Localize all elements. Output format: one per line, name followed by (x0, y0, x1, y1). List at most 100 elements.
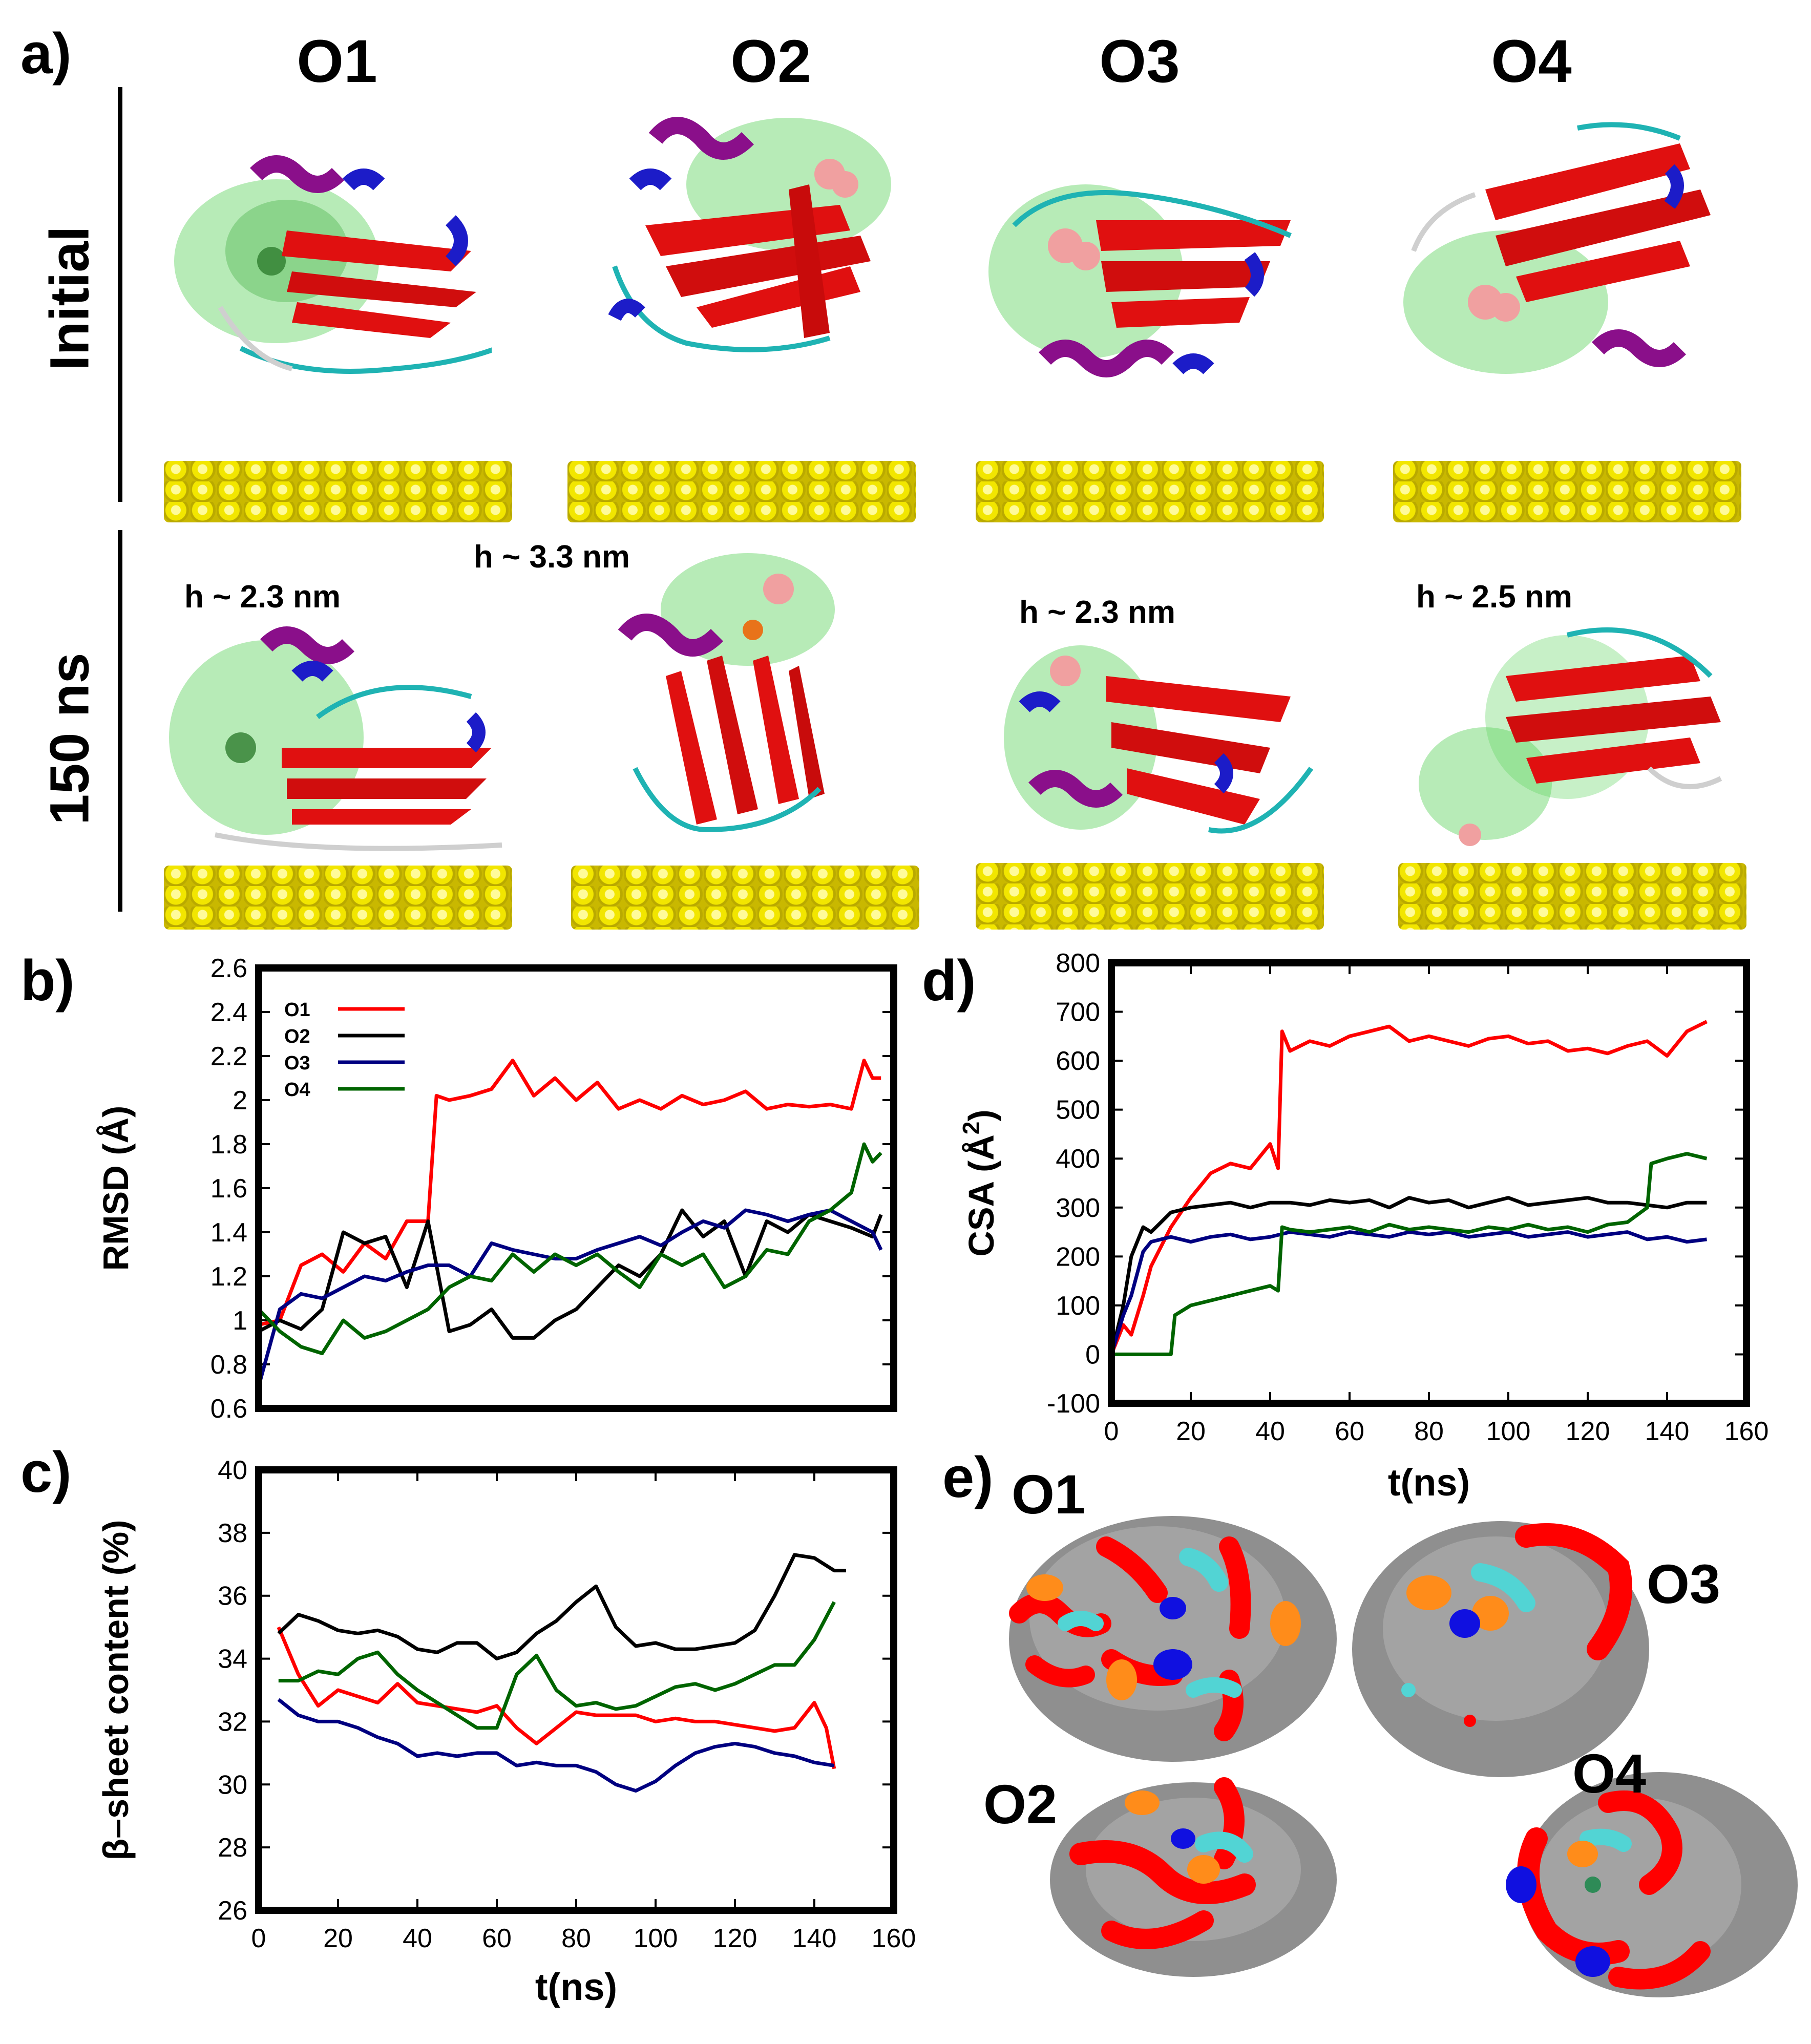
y-tick-label: 800 (1056, 949, 1100, 978)
x-tick-label: 0 (1104, 1417, 1119, 1446)
legend-label-o3: O3 (284, 1052, 310, 1074)
series-line-o3 (1109, 1230, 1707, 1355)
surface-label-o4: O4 (1572, 1742, 1647, 1804)
legend-label-o4: O4 (284, 1079, 310, 1101)
gold-surface-final-o1 (164, 866, 512, 930)
y-tick-label: 1 (233, 1306, 247, 1336)
panel-c-letter: c) (20, 1440, 72, 1504)
row-label-150ns: 150 ns (38, 652, 100, 825)
row-divider-150ns (118, 530, 122, 912)
x-tick-label: 40 (403, 1924, 432, 1953)
x-tick-label: 80 (1414, 1417, 1444, 1446)
height-label-o3: h ~ 2.3 nm (1019, 595, 1175, 630)
row-label-initial: Initial (38, 226, 100, 371)
protein-structure-initial-o4 (1403, 122, 1711, 374)
panel-a-letter: a) (20, 22, 72, 86)
y-tick-label: 2.2 (210, 1042, 247, 1071)
panel-e-letter: e) (942, 1445, 994, 1509)
y-tick-label: 0.8 (210, 1350, 247, 1380)
y-axis-label: CSA (Å2) (958, 1109, 1001, 1256)
x-tick-label: 100 (634, 1924, 678, 1953)
y-tick-label: 500 (1056, 1095, 1100, 1125)
y-tick-label: -100 (1047, 1389, 1100, 1419)
x-tick-label: 120 (713, 1924, 757, 1953)
y-tick-label: 1.4 (210, 1218, 247, 1248)
y-tick-label: 34 (218, 1645, 247, 1674)
legend-label-o1: O1 (284, 999, 310, 1021)
y-tick-label: 0.6 (210, 1394, 247, 1424)
gold-surface-final-o2 (571, 866, 919, 930)
y-tick-label: 32 (218, 1707, 247, 1737)
x-tick-label: 20 (323, 1924, 353, 1953)
plot-frame (1108, 959, 1750, 1407)
height-label-o4: h ~ 2.5 nm (1416, 579, 1572, 615)
y-tick-label: 2.4 (210, 998, 247, 1027)
y-tick-label: 28 (218, 1833, 247, 1863)
series-line-o1 (258, 1059, 881, 1327)
y-tick-label: 600 (1056, 1046, 1100, 1076)
y-axis-label: RMSD (Å) (96, 1106, 136, 1271)
series-line-o1 (277, 1626, 836, 1769)
x-tick-label: 160 (872, 1924, 916, 1953)
x-tick-label: 140 (1645, 1417, 1690, 1446)
x-axis-label: t(ns) (1388, 1461, 1470, 1504)
x-tick-label: 60 (482, 1924, 512, 1953)
panel-d-letter: d) (922, 949, 976, 1013)
protein-structure-final-o4 (1419, 627, 1722, 846)
height-label-o1: h ~ 2.3 nm (184, 579, 341, 615)
row-divider-initial (118, 87, 122, 502)
x-tick-label: 100 (1486, 1417, 1531, 1446)
contact-surface-o1 (1009, 1516, 1337, 1762)
y-tick-label: 26 (218, 1896, 247, 1926)
y-tick-label: 40 (218, 1456, 247, 1485)
gold-surface-final-o4 (1398, 863, 1746, 930)
series-line-o2 (1109, 1196, 1707, 1355)
surface-label-o2: O2 (983, 1773, 1058, 1835)
series-line-o3 (257, 1208, 883, 1387)
y-tick-label: 1.2 (210, 1262, 247, 1292)
contact-surface-o2 (1050, 1777, 1337, 1977)
x-tick-label: 20 (1176, 1417, 1206, 1446)
rmsd-chart: 0.6 0.8 1 1.2 1.4 1.6 1.8 2 2.2 2.4 2.6 RMSD (Å) O1 O… (96, 954, 897, 1424)
protein-structure-initial-o3 (988, 184, 1292, 377)
plot-frame (255, 964, 897, 1412)
panel-b-letter: b) (20, 949, 75, 1013)
column-header-o1: O1 (297, 28, 377, 95)
series-line-o3 (277, 1698, 835, 1793)
y-tick-label: 700 (1056, 998, 1100, 1027)
y-tick-label: 30 (218, 1770, 247, 1800)
y-tick-label: 200 (1056, 1242, 1100, 1272)
column-header-o2: O2 (730, 28, 811, 95)
series-line-o4 (278, 1601, 836, 1730)
height-label-o2: h ~ 3.3 nm (474, 539, 630, 575)
column-header-o3: O3 (1099, 28, 1180, 95)
y-tick-label: 400 (1056, 1144, 1100, 1174)
x-tick-label: 140 (792, 1924, 837, 1953)
y-tick-label: 38 (218, 1519, 247, 1548)
protein-structure-final-o3 (1004, 645, 1314, 834)
gold-surface-initial-o4 (1393, 461, 1741, 522)
x-tick-label: 160 (1724, 1417, 1769, 1446)
gold-surface-initial-o3 (976, 461, 1324, 522)
y-axis-label: β–sheet content (%) (96, 1520, 136, 1860)
y-tick-label: 1.8 (210, 1130, 247, 1160)
contact-surface-o4 (1506, 1772, 1798, 1997)
y-tick-label: 36 (218, 1582, 247, 1611)
contact-surface-o3 (1352, 1521, 1649, 1777)
x-tick-label: 120 (1566, 1417, 1610, 1446)
y-tick-label: 1.6 (210, 1174, 247, 1204)
y-tick-label: 2.6 (210, 954, 247, 983)
y-tick-label: 0 (1085, 1340, 1100, 1369)
gold-surface-initial-o1 (164, 461, 512, 522)
x-tick-label: 40 (1255, 1417, 1285, 1446)
plot-frame (255, 1466, 897, 1914)
gold-surface-initial-o2 (567, 461, 916, 522)
x-tick-label: 80 (561, 1924, 591, 1953)
column-header-o4: O4 (1491, 28, 1572, 95)
protein-structure-final-o2 (618, 553, 835, 833)
legend-label-o2: O2 (284, 1026, 310, 1047)
x-tick-label: 0 (251, 1924, 266, 1953)
x-tick-label: 60 (1335, 1417, 1364, 1446)
surface-label-o1: O1 (1012, 1463, 1086, 1525)
protein-structure-final-o1 (169, 626, 502, 851)
